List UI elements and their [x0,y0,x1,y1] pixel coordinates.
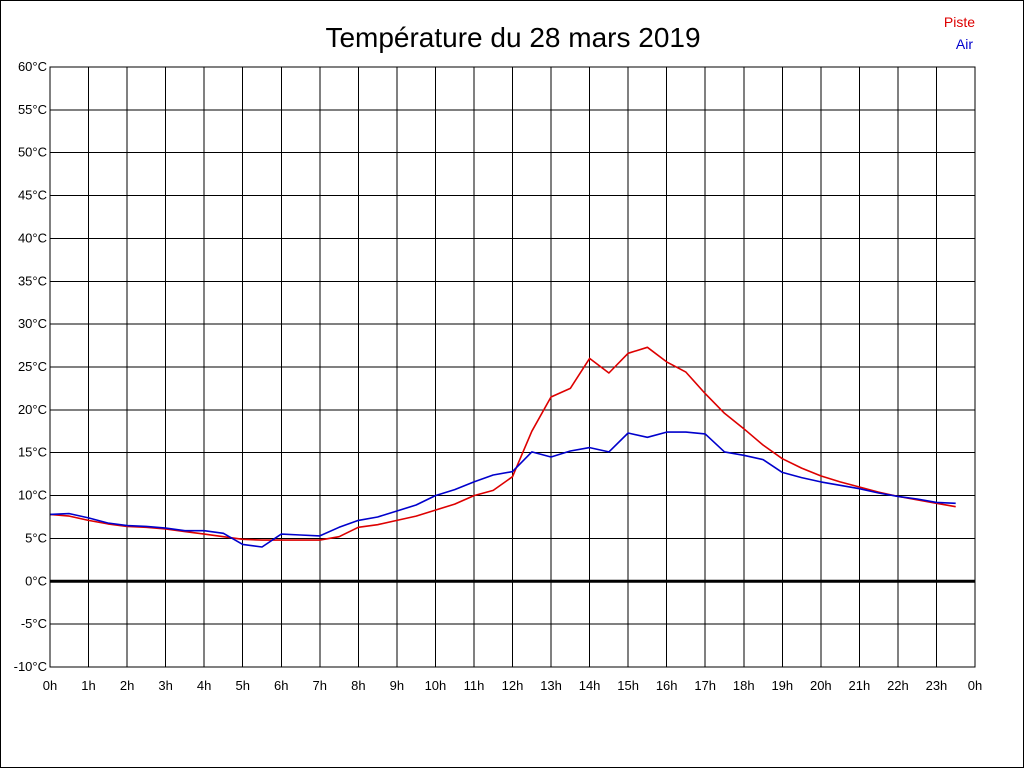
plot-border [49,66,976,668]
x-tick-label: 16h [656,678,678,693]
y-tick-label: 5°C [25,530,47,545]
plot-area-border [49,66,976,668]
x-tick-label: 22h [887,678,909,693]
x-tick-label: 19h [771,678,793,693]
x-tick-label: 8h [351,678,365,693]
x-tick-label: 11h [464,678,485,693]
x-tick-label: 20h [810,678,832,693]
x-tick-label: 3h [158,678,172,693]
legend-air: Air [956,36,973,52]
y-tick-label: 55°C [18,102,47,117]
y-tick-label: 0°C [25,573,47,588]
grid [49,66,976,668]
x-tick-label: 0h [968,678,982,693]
x-tick-label: 14h [579,678,601,693]
y-tick-label: 15°C [18,445,47,460]
x-tick-label: 1h [81,678,95,693]
x-tick-label: 0h [43,678,57,693]
series-layer [49,346,956,548]
y-tick-label: 45°C [18,188,47,203]
x-tick-label: 5h [235,678,249,693]
legend-piste: Piste [944,14,975,30]
y-tick-label: 30°C [18,316,47,331]
series-line-piste [49,346,956,541]
axis-labels: -10°C -5°C 0°C 5°C 10°C 15°C 20°C 25°C 30°C 35°C 4… [14,59,983,693]
y-tick-label: -10°C [14,659,47,674]
y-tick-label: 40°C [18,230,47,245]
x-tick-label: 21h [849,678,871,693]
x-tick-label: 2h [120,678,134,693]
series-line-air [49,431,956,548]
x-tick-label: 7h [313,678,327,693]
x-tick-label: 4h [197,678,211,693]
y-tick-label: 10°C [18,488,47,503]
y-tick-label: 50°C [18,145,47,160]
x-tick-label: 10h [425,678,447,693]
x-tick-label: 9h [390,678,404,693]
y-tick-label: 60°C [18,59,47,74]
y-tick-label: 25°C [18,359,47,374]
y-tick-label: 35°C [18,273,47,288]
x-tick-label: 15h [617,678,639,693]
x-tick-label: 23h [926,678,948,693]
x-tick-label: 18h [733,678,755,693]
x-tick-label: 17h [694,678,716,693]
y-tick-label: -5°C [21,616,47,631]
chart-title: Température du 28 mars 2019 [325,22,700,53]
x-tick-label: 13h [540,678,562,693]
y-tick-label: 20°C [18,402,47,417]
x-tick-label: 6h [274,678,288,693]
x-tick-label: 12h [502,678,524,693]
